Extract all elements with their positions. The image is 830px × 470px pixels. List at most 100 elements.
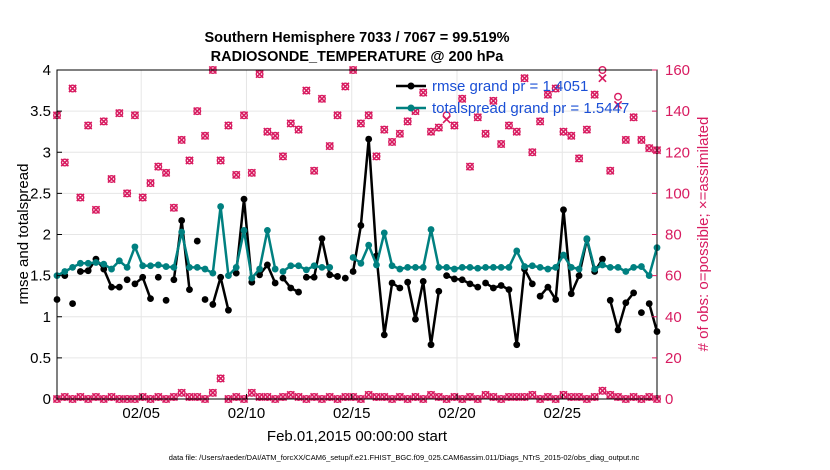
obs-assimilated-marker: [177, 388, 186, 397]
totalspread-point: [622, 268, 630, 275]
obs-possible-marker: [325, 142, 334, 151]
obs-assimilated-marker: [598, 386, 607, 395]
totalspread-point: [599, 261, 606, 269]
obs-assimilated-marker: [286, 119, 295, 128]
rmse-point: [497, 282, 505, 289]
obs-possible-marker: [286, 390, 295, 399]
obs-possible-marker: [146, 179, 155, 188]
rmse-point: [186, 286, 193, 294]
totalspread-point: [131, 243, 139, 251]
rmse-point: [622, 299, 630, 307]
rmse-point: [154, 273, 162, 281]
obs-assimilated-marker: [403, 117, 412, 126]
rmse-point: [341, 274, 349, 282]
rmse-point: [178, 217, 186, 224]
y-right-tick-label: 60: [665, 268, 682, 285]
rmse-point: [412, 315, 419, 323]
obs-assimilated-marker: [574, 154, 584, 163]
obs-possible-marker: [395, 129, 404, 138]
y-right-tick-label: 0: [665, 391, 673, 408]
obs-possible-marker: [403, 117, 412, 126]
totalspread-point: [115, 257, 123, 265]
totalspread-point: [69, 264, 76, 271]
obs-assimilated-marker: [613, 100, 623, 110]
totalspread-point: [614, 264, 622, 271]
obs-possible-marker: [138, 392, 147, 401]
obs-assimilated-marker: [598, 74, 607, 83]
x-tick-label: 02/15: [333, 405, 371, 422]
totalspread-point: [302, 266, 310, 274]
totalspread-point: [536, 264, 544, 271]
totalspread-point: [217, 203, 225, 210]
y-tick-label: 3: [43, 144, 51, 161]
totalspread-point: [638, 263, 645, 270]
obs-assimilated-marker: [309, 166, 319, 175]
rmse-point: [123, 276, 131, 284]
obs-possible-marker: [130, 111, 139, 120]
rmse-point: [435, 287, 443, 295]
obs-assimilated-marker: [364, 111, 373, 120]
obs-assimilated-marker: [76, 193, 85, 202]
obs-possible-marker: [380, 392, 389, 401]
totalspread-point: [388, 262, 396, 270]
obs-assimilated-marker: [645, 143, 654, 153]
rmse-point: [357, 222, 365, 229]
rmse-point: [451, 275, 458, 283]
totalspread-point: [318, 264, 326, 271]
obs-possible-marker: [60, 392, 69, 401]
totalspread-point: [544, 265, 552, 273]
y-tick-label: 2.5: [30, 185, 51, 202]
chart-subtitle: RADIOSONDE_TEMPERATURE @ 200 hPa: [211, 49, 505, 65]
totalspread-point: [178, 228, 186, 236]
rmse-point: [466, 280, 474, 288]
obs-assimilated-marker: [161, 168, 171, 177]
totalspread-point: [170, 264, 178, 271]
obs-assimilated-marker: [520, 74, 529, 83]
totalspread-point: [271, 265, 279, 273]
obs-possible-marker: [356, 119, 365, 128]
obs-assimilated-marker: [473, 113, 482, 122]
obs-possible-marker: [528, 148, 537, 157]
obs-assimilated-marker: [395, 129, 405, 138]
obs-possible-marker: [177, 388, 186, 397]
obs-assimilated-marker: [84, 121, 93, 130]
obs-possible-marker: [84, 121, 93, 130]
obs-assimilated-marker: [458, 94, 467, 103]
totalspread-point: [225, 272, 232, 280]
rmse-point: [69, 300, 76, 307]
obs-possible-marker: [255, 70, 264, 79]
y-axis-right: 0 20 40 60 80 100 120 140 160: [652, 62, 690, 408]
y-axis-label-right: # of obs: o=possible; ×=assimilated: [695, 117, 712, 352]
obs-possible-marker: [107, 174, 116, 183]
totalspread-point: [513, 247, 521, 255]
rmse-point: [614, 326, 622, 334]
obs-assimilated-marker: [504, 121, 514, 130]
obs-possible-marker: [645, 392, 654, 401]
obs-possible-marker: [465, 392, 474, 401]
obs-possible-marker: [91, 392, 100, 401]
totalspread-point: [466, 264, 474, 271]
obs-possible-marker: [504, 392, 513, 401]
obs-possible-marker: [99, 117, 108, 126]
totalspread-point: [560, 251, 567, 259]
obs-assimilated-marker: [543, 90, 553, 99]
totalspread-point: [606, 264, 614, 271]
y-tick-label: 4: [43, 62, 51, 79]
obs-assimilated-marker: [528, 390, 537, 400]
rmse-point: [225, 306, 232, 314]
rmse-point: [544, 283, 552, 291]
rmse-point: [279, 274, 287, 282]
obs-assimilated-marker: [341, 82, 350, 91]
totalspread-point: [108, 265, 115, 273]
obs-assimilated-marker: [216, 374, 225, 383]
totalspread-point: [287, 262, 295, 270]
data-file-footer: data file: /Users/raeder/DAI/ATM_forcXX/…: [169, 453, 640, 462]
obs-possible-marker: [395, 392, 404, 401]
rmse-point: [474, 283, 482, 291]
obs-assimilated-marker: [107, 174, 116, 184]
obs-assimilated-marker: [559, 390, 568, 400]
obs-assimilated-marker: [419, 88, 428, 97]
obs-assimilated-marker: [247, 168, 256, 177]
totalspread-point: [404, 264, 412, 271]
